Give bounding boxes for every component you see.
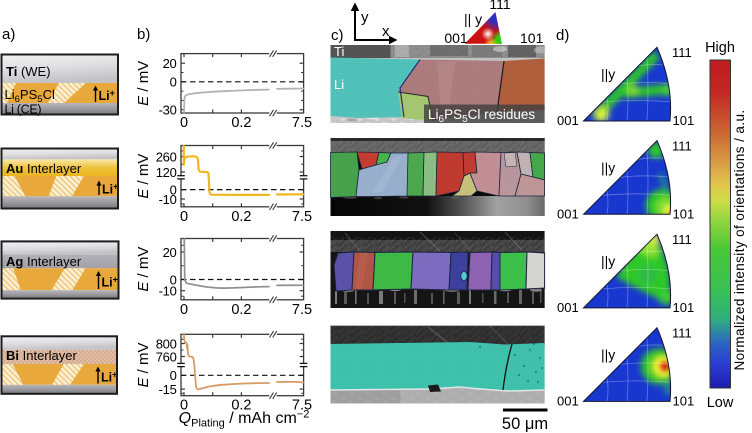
svg-text:0.2: 0.2 — [231, 115, 251, 131]
svg-text:Normalized intensity of orient: Normalized intensity of orientations / a… — [732, 109, 747, 370]
svg-text:QPlating / mAh cm−2: QPlating / mAh cm−2 — [179, 409, 310, 430]
svg-text:001: 001 — [444, 30, 468, 46]
svg-text:Au Interlayer: Au Interlayer — [6, 161, 82, 176]
svg-text:001: 001 — [557, 113, 579, 128]
svg-text:0: 0 — [180, 209, 188, 225]
svg-text:|| y: || y — [464, 11, 482, 27]
svg-text:0: 0 — [170, 272, 177, 287]
svg-text:20: 20 — [163, 56, 177, 71]
svg-text:0: 0 — [170, 182, 177, 197]
svg-text:||y: ||y — [601, 159, 615, 175]
svg-text:101: 101 — [673, 206, 695, 221]
svg-text:Low: Low — [707, 395, 734, 411]
svg-text:111: 111 — [672, 325, 692, 340]
svg-text:101: 101 — [673, 393, 695, 408]
svg-text:0: 0 — [170, 368, 177, 383]
svg-text:120: 120 — [156, 165, 177, 180]
svg-text:Ag Interlayer: Ag Interlayer — [6, 254, 82, 269]
svg-text:50 μm: 50 μm — [502, 415, 548, 433]
svg-text:-10: -10 — [159, 284, 177, 299]
svg-text:0: 0 — [180, 398, 188, 414]
svg-text:b): b) — [137, 26, 150, 43]
svg-text:0.2: 0.2 — [231, 209, 251, 225]
svg-text:7.5: 7.5 — [292, 209, 312, 225]
svg-text:0.2: 0.2 — [231, 302, 251, 318]
svg-text:0: 0 — [180, 302, 188, 318]
svg-text:001: 001 — [557, 206, 579, 221]
svg-text:-15: -15 — [159, 382, 177, 397]
svg-text:Ti (WE): Ti (WE) — [6, 64, 51, 79]
svg-text:-30: -30 — [159, 103, 177, 118]
svg-text:101: 101 — [673, 113, 695, 128]
svg-text:111: 111 — [672, 45, 692, 60]
svg-text:101: 101 — [520, 30, 544, 46]
svg-text:7.5: 7.5 — [292, 398, 312, 414]
svg-text:y: y — [361, 9, 369, 26]
svg-text:Li6PS5Cl residues: Li6PS5Cl residues — [428, 107, 535, 125]
svg-text:High: High — [705, 40, 735, 56]
svg-text:Bi Interlayer: Bi Interlayer — [6, 348, 77, 363]
svg-text:260: 260 — [156, 149, 177, 164]
svg-text:||y: ||y — [601, 66, 615, 82]
svg-text:||y: ||y — [601, 253, 615, 269]
svg-text:E / mV: E / mV — [135, 342, 152, 387]
svg-text:111: 111 — [672, 232, 692, 247]
svg-text:7.5: 7.5 — [292, 302, 312, 318]
svg-text:111: 111 — [672, 138, 692, 153]
svg-text:0: 0 — [180, 115, 188, 131]
svg-text:7.5: 7.5 — [292, 115, 312, 131]
svg-text:111: 111 — [489, 0, 510, 12]
svg-text:001: 001 — [557, 300, 579, 315]
svg-text:-10: -10 — [159, 192, 177, 207]
svg-text:Li: Li — [334, 77, 344, 92]
svg-text:x: x — [382, 23, 390, 40]
svg-text:101: 101 — [673, 300, 695, 315]
svg-text:Li (CE): Li (CE) — [5, 103, 42, 117]
svg-text:001: 001 — [557, 393, 579, 408]
svg-text:0: 0 — [170, 75, 177, 90]
svg-text:800: 800 — [156, 336, 177, 351]
svg-text:E / mV: E / mV — [135, 61, 152, 106]
svg-text:760: 760 — [156, 349, 177, 364]
svg-text:Ti: Ti — [334, 44, 344, 59]
svg-text:c): c) — [331, 27, 344, 44]
svg-text:0.2: 0.2 — [231, 398, 251, 414]
svg-text:||y: ||y — [601, 346, 615, 362]
svg-text:E / mV: E / mV — [135, 154, 152, 199]
svg-text:a): a) — [2, 26, 15, 43]
svg-text:E / mV: E / mV — [135, 247, 152, 292]
svg-text:20: 20 — [163, 245, 177, 260]
svg-text:d): d) — [556, 27, 569, 44]
